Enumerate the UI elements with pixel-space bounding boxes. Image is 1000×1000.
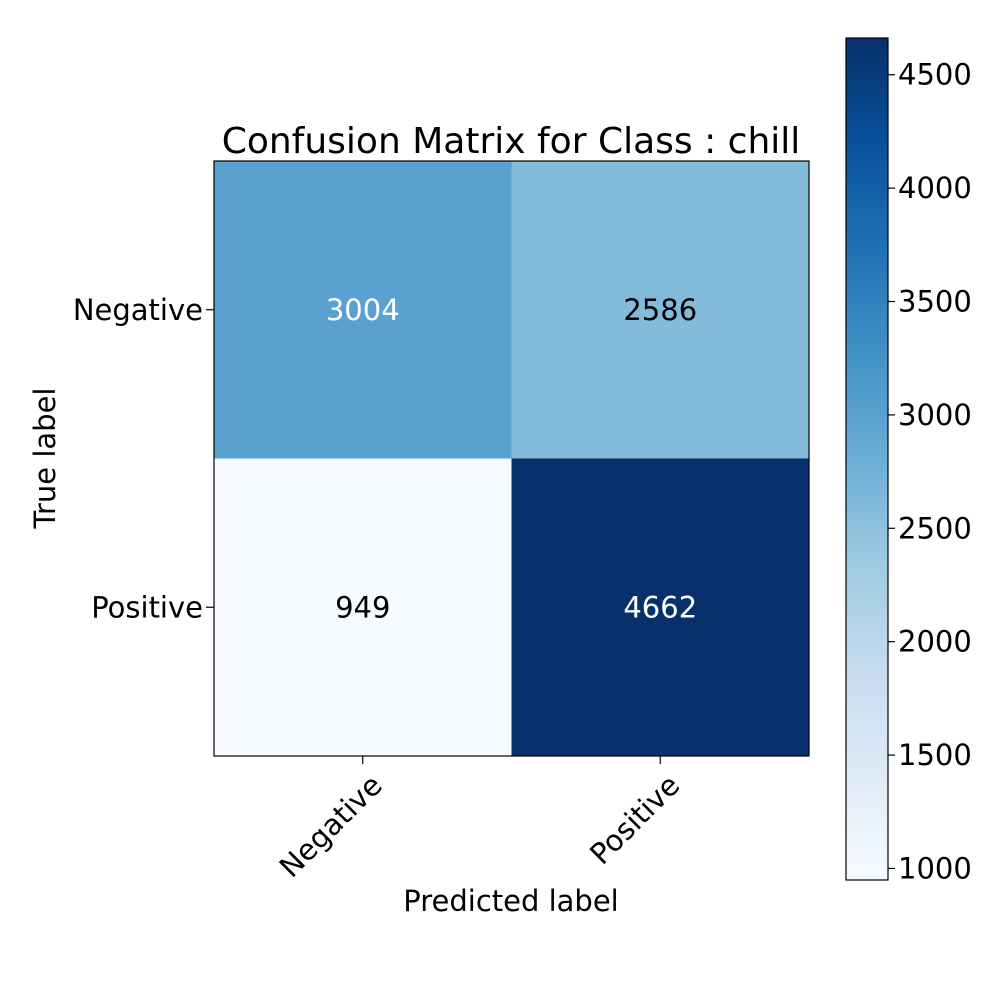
colorbar-tick-label: 4000 — [898, 171, 972, 205]
cell-positive-negative — [214, 458, 512, 756]
colorbar-tick-label: 1000 — [898, 851, 972, 885]
plot-frame — [213, 160, 810, 757]
y-axis-ticks: Negative Positive — [73, 293, 214, 624]
cell-negative-positive — [511, 161, 809, 459]
colorbar-tick-label: 1500 — [898, 738, 972, 772]
colorbar-tick-label: 2500 — [898, 511, 972, 545]
colorbar-tick-label: 3000 — [898, 398, 972, 432]
y-tick-label: Negative — [73, 293, 203, 327]
y-axis-label: True label — [28, 388, 62, 530]
x-tick-label: Negative — [273, 768, 389, 884]
cell-value-label: 949 — [335, 590, 390, 624]
colorbar-tick-label: 3500 — [898, 285, 972, 319]
colorbar-tick-label: 4500 — [898, 58, 972, 92]
cell-value-label: 2586 — [623, 293, 697, 327]
colorbar-tick-label: 2000 — [898, 625, 972, 659]
x-axis-ticks: Negative Positive — [273, 756, 686, 884]
colorbar-ticks: 1000 1500 2000 2500 3000 3500 4000 4500 — [888, 58, 972, 885]
chart-title: Confusion Matrix for Class : chill — [222, 121, 801, 162]
x-axis-label: Predicted label — [403, 884, 619, 918]
matrix-cells — [214, 161, 809, 756]
matrix-cell-labels: 3004 2586 949 4662 — [326, 293, 697, 625]
cell-negative-negative — [214, 161, 512, 459]
colorbar — [845, 37, 889, 881]
x-tick-label: Positive — [583, 768, 686, 871]
cell-value-label: 4662 — [623, 590, 697, 624]
cell-positive-positive — [511, 458, 809, 756]
y-tick-label: Positive — [91, 590, 203, 624]
cell-value-label: 3004 — [326, 293, 400, 327]
